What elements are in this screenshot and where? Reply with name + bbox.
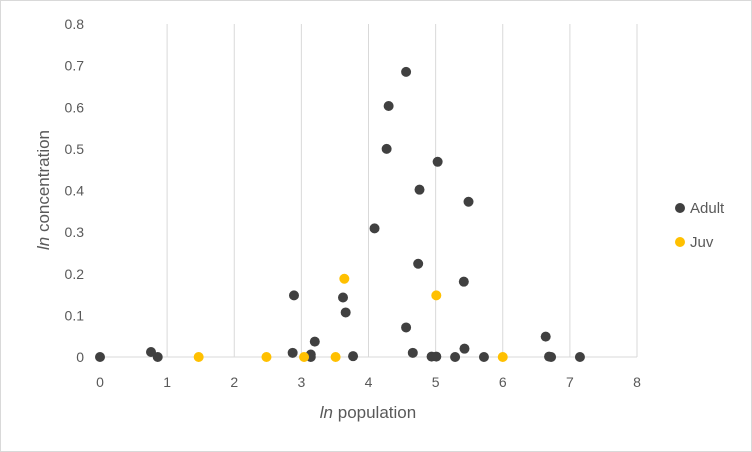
y-tick-label: 0.3 bbox=[65, 224, 85, 240]
data-point-adult bbox=[288, 290, 299, 301]
data-point-juv bbox=[193, 352, 204, 362]
data-point-adult bbox=[478, 352, 489, 362]
series-juv bbox=[193, 273, 508, 362]
y-tick-label: 0.2 bbox=[65, 266, 85, 282]
y-tick-label: 0.5 bbox=[65, 141, 85, 157]
data-point-adult bbox=[546, 352, 557, 362]
data-points bbox=[95, 66, 585, 362]
y-axis-title-italic: ln bbox=[34, 237, 53, 250]
data-point-juv bbox=[431, 290, 442, 301]
x-tick-label: 3 bbox=[297, 374, 305, 390]
data-point-adult bbox=[458, 276, 469, 287]
data-point-adult bbox=[383, 101, 394, 112]
legend-label-adult: Adult bbox=[690, 200, 725, 217]
x-tick-label: 6 bbox=[499, 374, 507, 390]
data-point-adult bbox=[309, 336, 320, 347]
data-point-adult bbox=[381, 143, 392, 154]
x-tick-label: 1 bbox=[163, 374, 171, 390]
y-axis-title-rest: concentration bbox=[34, 130, 53, 237]
data-point-adult bbox=[369, 223, 380, 234]
data-point-adult bbox=[450, 352, 461, 362]
data-point-adult bbox=[414, 184, 425, 195]
data-point-adult bbox=[401, 66, 412, 77]
y-tick-label: 0 bbox=[76, 349, 84, 365]
legend-marker-adult bbox=[675, 203, 685, 213]
data-point-adult bbox=[340, 307, 351, 318]
data-point-adult bbox=[432, 156, 443, 167]
x-tick-labels: 0 1 2 3 4 5 6 7 8 bbox=[96, 374, 641, 390]
legend-item-juv: Juv bbox=[675, 234, 714, 251]
data-point-adult bbox=[459, 343, 470, 354]
data-point-adult bbox=[95, 352, 105, 362]
legend-item-adult: Adult bbox=[675, 200, 725, 217]
y-tick-label: 0.7 bbox=[65, 58, 85, 74]
legend: Adult Juv bbox=[675, 200, 725, 251]
data-point-adult bbox=[401, 322, 412, 333]
data-point-adult bbox=[337, 292, 348, 303]
x-tick-label: 7 bbox=[566, 374, 574, 390]
data-point-adult bbox=[348, 351, 359, 362]
x-tick-label: 5 bbox=[432, 374, 440, 390]
x-tick-label: 4 bbox=[365, 374, 373, 390]
y-tick-label: 0.8 bbox=[65, 16, 85, 32]
y-axis-title: ln concentration bbox=[34, 130, 53, 250]
data-point-adult bbox=[431, 351, 442, 362]
data-point-juv bbox=[339, 273, 350, 284]
y-tick-labels: 0 0.1 0.2 0.3 0.4 0.5 0.6 0.7 0.8 bbox=[65, 16, 85, 365]
y-tick-label: 0.4 bbox=[65, 183, 85, 199]
data-point-adult bbox=[287, 347, 298, 358]
gridlines bbox=[166, 24, 638, 357]
x-axis-title-italic: ln bbox=[320, 403, 333, 422]
data-point-adult bbox=[152, 352, 163, 362]
data-point-adult bbox=[540, 331, 551, 342]
y-tick-label: 0.6 bbox=[65, 99, 85, 115]
data-point-adult bbox=[463, 196, 474, 207]
data-point-juv bbox=[330, 352, 341, 362]
y-tick-label: 0.1 bbox=[65, 307, 85, 323]
x-axis-title-rest: population bbox=[333, 403, 416, 422]
legend-marker-juv bbox=[675, 237, 685, 247]
x-tick-label: 8 bbox=[633, 374, 641, 390]
series-adult bbox=[95, 66, 585, 362]
x-axis-title: ln population bbox=[320, 403, 416, 422]
data-point-juv bbox=[261, 352, 272, 362]
x-tick-label: 2 bbox=[230, 374, 238, 390]
data-point-juv bbox=[299, 352, 310, 362]
data-point-adult bbox=[574, 352, 585, 362]
legend-label-juv: Juv bbox=[690, 234, 714, 251]
x-tick-label: 0 bbox=[96, 374, 104, 390]
data-point-adult bbox=[413, 258, 424, 269]
data-point-adult bbox=[407, 347, 418, 358]
data-point-juv bbox=[497, 352, 508, 362]
